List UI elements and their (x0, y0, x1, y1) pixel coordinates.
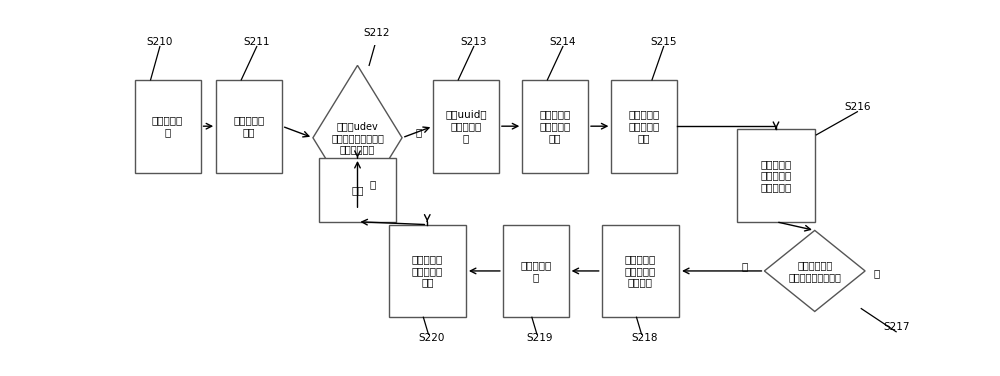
Text: S212: S212 (364, 28, 390, 38)
Text: 目标磁盘加
载: 目标磁盘加 载 (152, 115, 183, 137)
FancyBboxPatch shape (522, 80, 588, 173)
Text: 确定最终挂载
目录是否存在挂载点: 确定最终挂载 目录是否存在挂载点 (788, 260, 841, 282)
Text: 是: 是 (874, 268, 880, 278)
Text: 获取第一特
征码: 获取第一特 征码 (233, 115, 265, 137)
Text: S211: S211 (244, 36, 270, 47)
FancyBboxPatch shape (319, 158, 396, 222)
FancyBboxPatch shape (737, 129, 815, 222)
Polygon shape (764, 230, 865, 311)
FancyBboxPatch shape (216, 80, 282, 173)
Text: S216: S216 (844, 102, 871, 112)
FancyBboxPatch shape (433, 80, 499, 173)
Text: S213: S213 (460, 36, 487, 47)
Text: S219: S219 (526, 334, 553, 343)
Text: S217: S217 (883, 322, 909, 332)
FancyBboxPatch shape (611, 80, 677, 173)
Text: 将目标磁盘
挂载到最终
挂载目录: 将目标磁盘 挂载到最终 挂载目录 (625, 254, 656, 288)
Text: 获取目标磁
盘挂载的文
件锁: 获取目标磁 盘挂载的文 件锁 (540, 109, 571, 143)
Text: S210: S210 (147, 36, 173, 47)
Text: 否: 否 (742, 261, 748, 271)
Text: 获取uuid和
文件系统格
式: 获取uuid和 文件系统格 式 (445, 109, 487, 143)
FancyBboxPatch shape (602, 224, 679, 317)
Text: 获取目标磁
盘挂载的最
终挂载目录: 获取目标磁 盘挂载的最 终挂载目录 (760, 159, 792, 192)
FancyBboxPatch shape (135, 80, 201, 173)
Text: S220: S220 (418, 334, 444, 343)
Text: S215: S215 (650, 36, 677, 47)
Text: 将目标磁盘
挂载到随机
目录: 将目标磁盘 挂载到随机 目录 (629, 109, 660, 143)
Text: 卸载随机目
录: 卸载随机目 录 (520, 260, 551, 282)
Text: 是: 是 (416, 127, 422, 138)
Text: 否: 否 (370, 179, 376, 189)
Polygon shape (313, 65, 402, 210)
Text: S218: S218 (631, 334, 658, 343)
Text: S214: S214 (550, 36, 576, 47)
FancyBboxPatch shape (503, 224, 569, 317)
Text: 释放目标磁
盘挂载的文
件锁: 释放目标磁 盘挂载的文 件锁 (412, 254, 443, 288)
FancyBboxPatch shape (388, 224, 466, 317)
Text: 结束: 结束 (351, 185, 364, 195)
Text: 确定与udev
规则文件中的第二特
征码是否匹配: 确定与udev 规则文件中的第二特 征码是否匹配 (331, 121, 384, 155)
